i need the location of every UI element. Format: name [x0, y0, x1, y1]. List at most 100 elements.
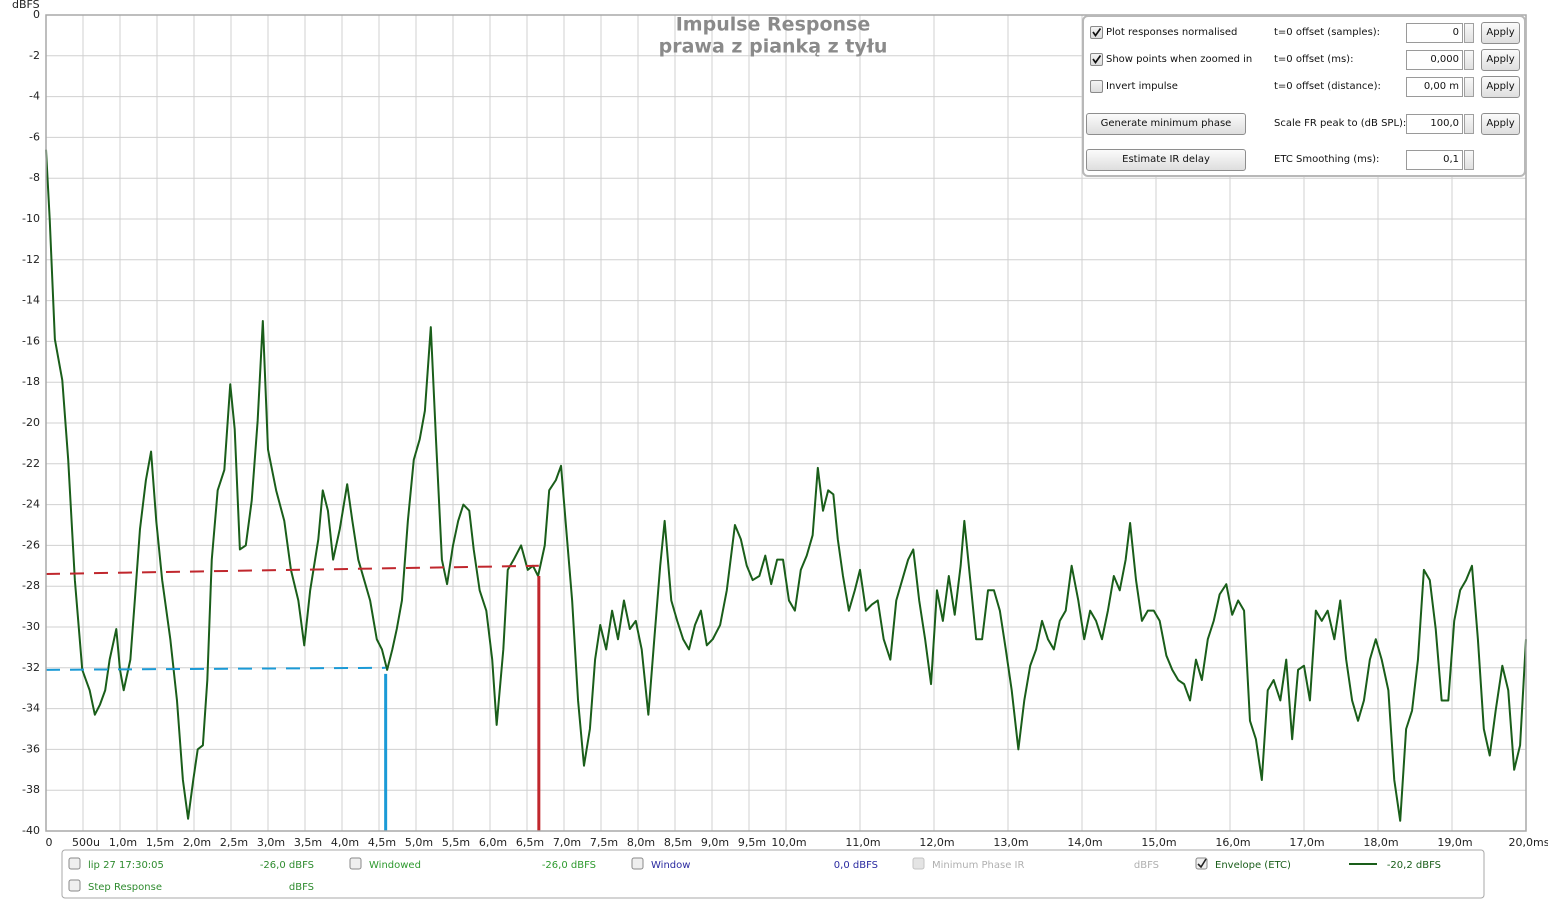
apply-button[interactable]: Apply [1481, 76, 1520, 98]
field-input[interactable]: 0,1 [1406, 150, 1463, 170]
option-label: Show points when zoomed in [1106, 54, 1253, 65]
legend-value: dBFS [289, 882, 314, 893]
y-tick-label: -36 [22, 742, 40, 755]
spinner[interactable] [1464, 150, 1474, 170]
legend-checkbox [349, 857, 362, 870]
x-tick-label: 5,5m [442, 836, 470, 849]
y-tick-label: -22 [22, 457, 40, 470]
spinner[interactable] [1464, 23, 1474, 43]
legend-checkbox [68, 879, 81, 892]
checkbox[interactable] [1090, 53, 1103, 66]
legend-checkbox [912, 857, 925, 870]
field-label: t=0 offset (ms): [1274, 54, 1354, 65]
checkmark-stroke [1092, 28, 1102, 37]
y-tick-label: -40 [22, 824, 40, 837]
legend: lip 27 17:30:05 -26,0 dBFS Windowed -26,0 d… [68, 857, 1441, 893]
y-tick-label: -16 [22, 334, 40, 347]
y-tick-label: 0 [33, 8, 40, 21]
series-line [45, 149, 1527, 822]
grid [45, 14, 1527, 832]
x-tick-label: 1,5m [146, 836, 174, 849]
x-tick-label: 15,0m [1141, 836, 1176, 849]
y-tick-label: -2 [29, 49, 40, 62]
y-tick-label: -24 [22, 498, 40, 511]
chart-subtitle: prawa z pianką z tyłu [659, 36, 888, 58]
checkmark-stroke [1092, 55, 1102, 64]
x-tick-label: 0 [46, 836, 53, 849]
x-tick-label: 3,5m [294, 836, 322, 849]
spinner[interactable] [1464, 114, 1474, 134]
legend-value: -20,2 dBFS [1387, 860, 1441, 871]
series-line [45, 666, 386, 671]
legend-label: Windowed [369, 860, 421, 871]
x-tick-label: 17,0m [1289, 836, 1324, 849]
field-input[interactable]: 0,00 m [1406, 77, 1463, 97]
x-tick-label: 20,0ms [1509, 836, 1548, 849]
field-label: ETC Smoothing (ms): [1274, 154, 1380, 165]
y-tick-label: -26 [22, 538, 40, 551]
checkmark [1092, 55, 1102, 64]
y-tick-label: -6 [29, 130, 40, 143]
x-tick-label: 18,0m [1363, 836, 1398, 849]
y-axis-label: dBFS [12, 0, 40, 11]
legend-label: lip 27 17:30:05 [88, 860, 164, 871]
y-tick-label: -12 [22, 253, 40, 266]
legend-check [1197, 858, 1207, 869]
legend-label: Envelope (ETC) [1215, 860, 1291, 871]
checkmark [1092, 28, 1102, 37]
x-tick-label: 4,5m [368, 836, 396, 849]
plot [45, 149, 1527, 831]
x-tick-label: 3,0m [257, 836, 285, 849]
button[interactable]: Estimate IR delay [1086, 149, 1246, 171]
x-tick-label: 16,0m [1215, 836, 1250, 849]
x-tick-label: 14,0m [1067, 836, 1102, 849]
x-tick-label: 11,0m [845, 836, 880, 849]
y-tick-label: -18 [22, 375, 40, 388]
y-tick-label: -38 [22, 783, 40, 796]
x-tick-label: 4,0m [331, 836, 359, 849]
apply-button[interactable]: Apply [1481, 22, 1520, 44]
field-input[interactable]: 0,000 [1406, 50, 1463, 70]
legend-value: dBFS [1134, 860, 1159, 871]
field-input[interactable]: 0 [1406, 23, 1463, 43]
apply-button[interactable]: Apply [1481, 113, 1520, 135]
x-tick-label: 10,0m [771, 836, 806, 849]
field-label: Scale FR peak to (dB SPL): [1274, 118, 1407, 129]
field-label: t=0 offset (samples): [1274, 27, 1381, 38]
x-tick-label: 5,0m [405, 836, 433, 849]
x-tick-label: 9,0m [701, 836, 729, 849]
legend-checkbox [631, 857, 644, 870]
legend-checkbox [68, 857, 81, 870]
y-tick-label: -14 [22, 294, 40, 307]
plot-frame [45, 14, 1527, 832]
x-tick-label: 7,0m [553, 836, 581, 849]
button[interactable]: Generate minimum phase [1086, 113, 1246, 135]
field-input[interactable]: 100,0 [1406, 114, 1463, 134]
x-tick-label: 12,0m [919, 836, 954, 849]
y-tick-label: -10 [22, 212, 40, 225]
control-panel: Plot responses normalised Show points whe… [1082, 15, 1526, 177]
legend-label: Step Response [88, 882, 162, 893]
x-tick-label: 8,0m [627, 836, 655, 849]
field-label: t=0 offset (distance): [1274, 81, 1381, 92]
checkbox[interactable] [1090, 80, 1103, 93]
x-tick-label: 8,5m [664, 836, 692, 849]
spinner[interactable] [1464, 77, 1474, 97]
checkbox[interactable] [1090, 26, 1103, 39]
x-tick-label: 6,0m [479, 836, 507, 849]
spinner[interactable] [1464, 50, 1474, 70]
chart-title: Impulse Response [676, 14, 871, 36]
option-label: Plot responses normalised [1106, 27, 1238, 38]
y-tick-label: -34 [22, 702, 40, 715]
y-tick-label: -32 [22, 661, 40, 674]
apply-button[interactable]: Apply [1481, 49, 1520, 71]
y-tick-label: -20 [22, 416, 40, 429]
x-tick-label: 9,5m [738, 836, 766, 849]
legend-value: -26,0 dBFS [260, 860, 314, 871]
legend-value: 0,0 dBFS [834, 860, 878, 871]
y-tick-label: -30 [22, 620, 40, 633]
legend-value: -26,0 dBFS [542, 860, 596, 871]
option-label: Invert impulse [1106, 81, 1178, 92]
x-tick-label: 1,0m [109, 836, 137, 849]
x-tick-label: 7,5m [590, 836, 618, 849]
